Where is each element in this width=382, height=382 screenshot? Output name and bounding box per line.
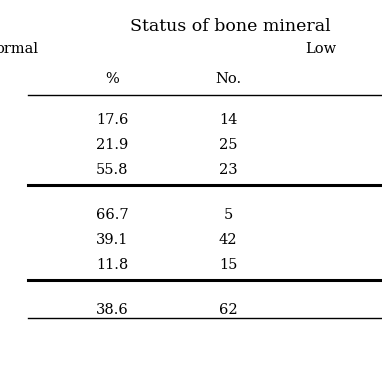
Text: 55.8: 55.8 bbox=[96, 163, 128, 177]
Text: Low: Low bbox=[305, 42, 336, 56]
Text: 39.1: 39.1 bbox=[96, 233, 128, 247]
Text: 21.9: 21.9 bbox=[96, 138, 128, 152]
Text: 42: 42 bbox=[219, 233, 237, 247]
Text: Status of bone mineral: Status of bone mineral bbox=[129, 18, 330, 35]
Text: 17.6: 17.6 bbox=[96, 113, 128, 127]
Text: %: % bbox=[105, 72, 119, 86]
Text: 66.7: 66.7 bbox=[96, 208, 128, 222]
Text: 14: 14 bbox=[219, 113, 237, 127]
Text: 38.6: 38.6 bbox=[96, 303, 128, 317]
Text: No.: No. bbox=[215, 72, 241, 86]
Text: ormal: ormal bbox=[0, 42, 38, 56]
Text: 25: 25 bbox=[219, 138, 237, 152]
Text: 62: 62 bbox=[219, 303, 237, 317]
Text: 5: 5 bbox=[223, 208, 233, 222]
Text: 23: 23 bbox=[219, 163, 237, 177]
Text: 15: 15 bbox=[219, 258, 237, 272]
Text: 11.8: 11.8 bbox=[96, 258, 128, 272]
